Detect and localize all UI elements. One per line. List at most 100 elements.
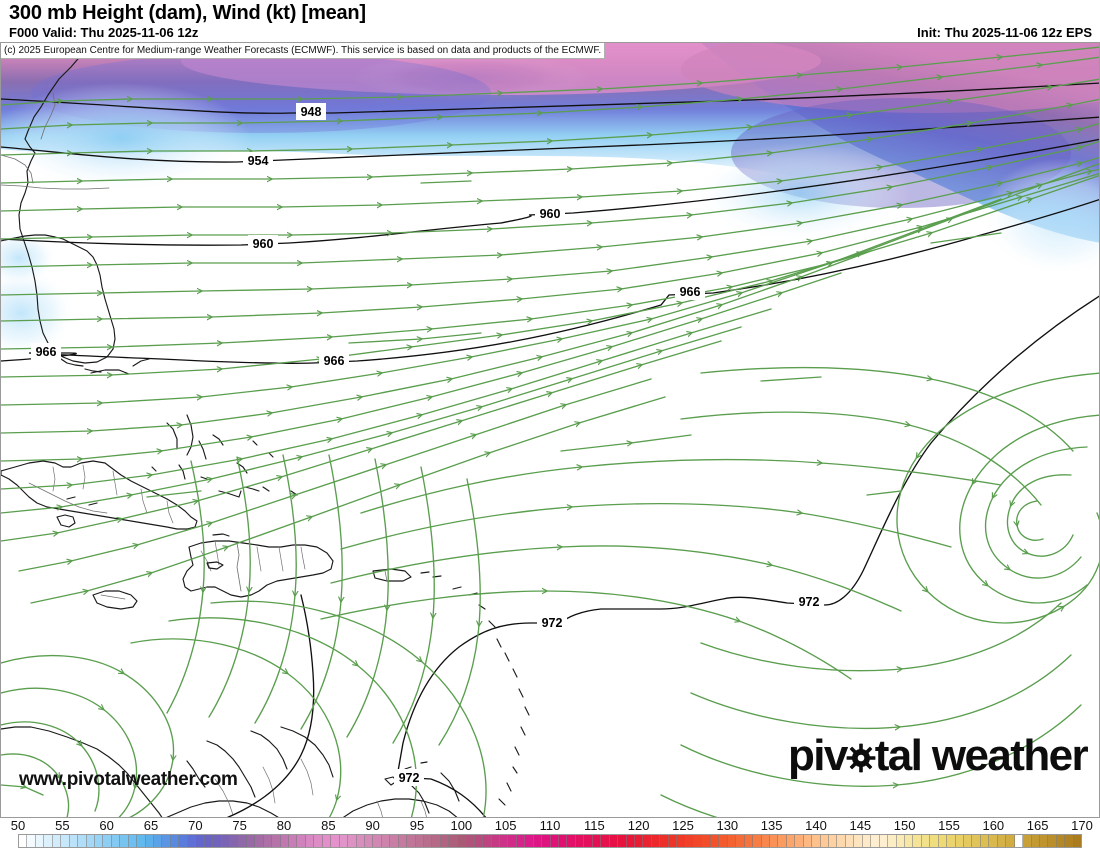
colorbar-cell [1039, 835, 1049, 847]
pivotal-weather-logo: piv [787, 731, 1089, 781]
colorbar-cell [221, 835, 230, 847]
colorbar-cell [69, 835, 79, 847]
colorbar-cell [424, 835, 433, 847]
colorbar-cell [997, 835, 1007, 847]
svg-text:972: 972 [399, 771, 420, 785]
colorbar-tick: 50 [10, 818, 26, 833]
contour-label: 966 [31, 343, 61, 360]
colorbar-tick: 145 [849, 818, 872, 833]
colorbar-cell [162, 835, 171, 847]
colorbar-cell [94, 835, 104, 847]
colorbar-cell [390, 835, 399, 847]
colorbar-cell [719, 835, 728, 847]
map-canvas[interactable]: 948 954 960 960 966 966 966 972 972 972 … [0, 42, 1100, 818]
colorbar-cell [86, 835, 95, 847]
colorbar-cell [651, 835, 661, 847]
colorbar-cell [694, 835, 703, 847]
colorbar-cell [660, 835, 669, 847]
colorbar-cell [120, 835, 129, 847]
contour-label: 948 [296, 103, 326, 120]
colorbar-cell [289, 835, 298, 847]
colorbar-cell [626, 835, 635, 847]
colorbar-cell [525, 835, 534, 847]
site-url-watermark: www.pivotalweather.com [19, 769, 238, 790]
colorbar-cell [1073, 835, 1082, 847]
colorbar-cell [305, 835, 315, 847]
colorbar-cell [904, 835, 914, 847]
colorbar-cell [364, 835, 374, 847]
colorbar-tick-labels: 50 55 60 65 70 75 80 85 90 95 100 105 110 115 120 125 13… [0, 818, 1100, 834]
colorbar-cell [559, 835, 568, 847]
colorbar-cell [474, 835, 484, 847]
colorbar-cell [778, 835, 787, 847]
colorbar-tick: 160 [982, 818, 1005, 833]
contour-label: 966 [675, 283, 705, 300]
colorbar-cell [575, 835, 585, 847]
colorbar-cell [128, 835, 138, 847]
contour-label: 960 [248, 235, 278, 252]
wind-speed-colorbar: 50 55 60 65 70 75 80 85 90 95 100 105 110 115 120 125 13… [0, 818, 1100, 850]
colorbar-cell [744, 835, 754, 847]
colorbar-cell [820, 835, 829, 847]
colorbar-cell [862, 835, 872, 847]
colorbar-cell [103, 835, 112, 847]
colorbar-cell [415, 835, 424, 847]
colorbar-swatches[interactable] [18, 834, 1082, 848]
colorbar-cell [491, 835, 500, 847]
colorbar-cell [297, 835, 306, 847]
colorbar-tick: 120 [627, 818, 650, 833]
colorbar-cell [769, 835, 779, 847]
colorbar-cell [837, 835, 846, 847]
colorbar-tick: 80 [276, 818, 292, 833]
colorbar-cell [19, 835, 28, 847]
colorbar-cell [213, 835, 222, 847]
colorbar-cell [1031, 835, 1040, 847]
colorbar-cell [710, 835, 720, 847]
contour-label-layer: 948 954 960 960 966 966 966 972 972 972 … [31, 103, 824, 786]
colorbar-tick: 55 [55, 818, 70, 833]
colorbar-tick: 150 [893, 818, 916, 833]
colorbar-cell [786, 835, 796, 847]
colorbar-cell [964, 835, 973, 847]
colorbar-cell [432, 835, 441, 847]
colorbar-cell [170, 835, 180, 847]
svg-text:966: 966 [36, 345, 57, 359]
colorbar-cell [702, 835, 711, 847]
colorbar-cell [989, 835, 998, 847]
svg-text:954: 954 [248, 154, 269, 168]
colorbar-cell [980, 835, 990, 847]
colorbar-cell [280, 835, 289, 847]
colorbar-cell [643, 835, 652, 847]
contour-label: 972 [794, 593, 824, 610]
colorbar-cell [1006, 835, 1015, 847]
colorbar-tick: 105 [494, 818, 517, 833]
colorbar-cell [550, 835, 559, 847]
colorbar-cell [1015, 835, 1024, 847]
colorbar-tick: 60 [99, 818, 114, 833]
colorbar-cell [373, 835, 382, 847]
colorbar-cell [618, 835, 627, 847]
colorbar-cell [803, 835, 813, 847]
colorbar-cell [854, 835, 863, 847]
colorbar-cell [44, 835, 53, 847]
colorbar-cell [179, 835, 188, 847]
colorbar-cell [52, 835, 62, 847]
colorbar-cell [246, 835, 256, 847]
colorbar-cell [398, 835, 408, 847]
colorbar-cell [229, 835, 239, 847]
colorbar-tick: 85 [321, 818, 336, 833]
colorbar-cell [238, 835, 247, 847]
colorbar-cell [812, 835, 821, 847]
colorbar-cell [508, 835, 517, 847]
colorbar-cell [145, 835, 154, 847]
colorbar-tick: 100 [450, 818, 473, 833]
colorbar-cell [609, 835, 619, 847]
colorbar-tick: 110 [539, 818, 561, 833]
colorbar-tick: 115 [583, 818, 605, 833]
colorbar-cell [466, 835, 475, 847]
logo-text-pre: piv [787, 731, 848, 780]
colorbar-cell [440, 835, 450, 847]
colorbar-cell [339, 835, 349, 847]
contour-label: 972 [537, 614, 567, 631]
map-header: 300 mb Height (dam), Wind (kt) [mean] F0… [0, 0, 1100, 42]
